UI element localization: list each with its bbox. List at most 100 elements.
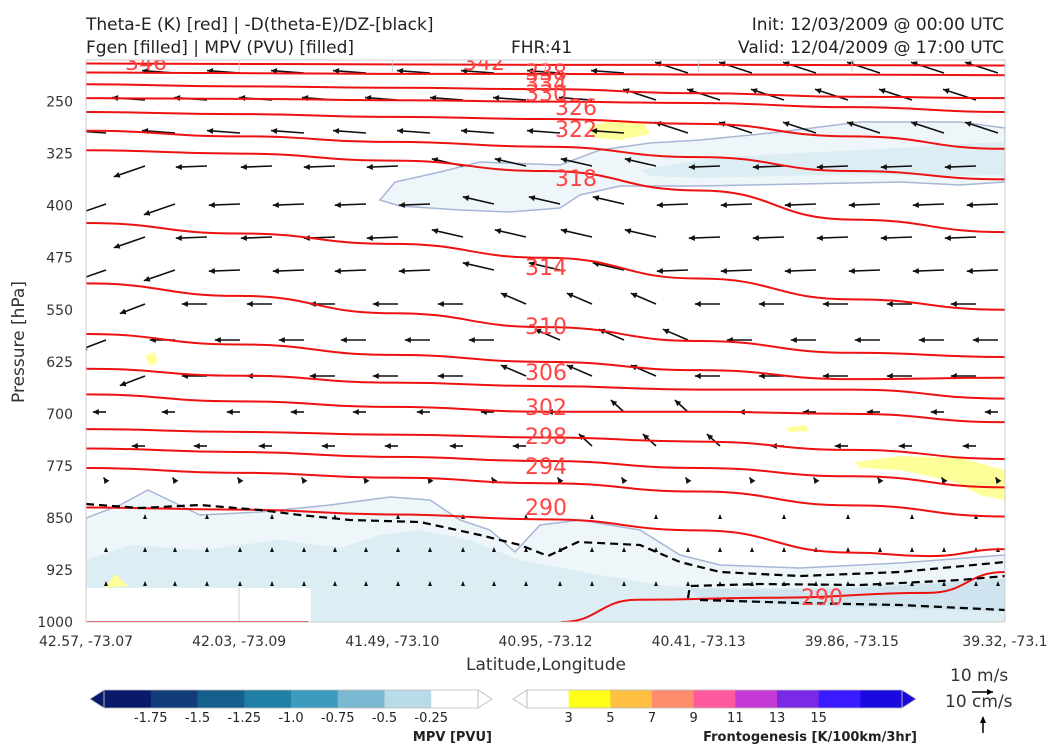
colorbar-swatch	[527, 690, 570, 708]
frontogenesis-colorbar: 3 5 7 9 11 13 15 Frontogenesis [K/100km/3hr]	[512, 689, 917, 745]
colorbar-tick-label: -1.75	[134, 711, 168, 726]
theta-e-contour-342	[86, 71, 1005, 77]
contour-label: 310	[525, 315, 567, 340]
valid-time-label: Valid: 12/04/2009 @ 17:00 UTC	[738, 38, 1004, 58]
colorbar-tick-label: -1.25	[227, 711, 261, 726]
y-tick-label: 250	[46, 95, 73, 111]
colorbar-swatch	[568, 690, 611, 708]
theta-e-contour-310	[86, 367, 1005, 400]
y-tick-label: 325	[46, 147, 73, 163]
chart-title-line-1: Theta-E (K) [red] | -D(theta-E)/DZ-[blac…	[86, 15, 434, 35]
x-axis-ticks: 42.57, -73.07 42.03, -73.09 41.49, -73.10 4…	[39, 60, 1048, 650]
theta-e-contour-302	[86, 428, 1005, 460]
colorbar-swatch	[610, 690, 653, 708]
contour-label: 290	[801, 586, 843, 611]
x-tick-label: 39.32, -73.1	[962, 634, 1047, 650]
dthetae-dz-contour-2	[686, 574, 1005, 599]
fgen-fill-small	[785, 425, 810, 432]
x-tick-label: 41.49, -73.10	[345, 634, 439, 650]
colorbar-title: MPV [PVU]	[413, 730, 492, 745]
x-tick-label: 40.41, -73.13	[652, 634, 746, 650]
colorbar-tick-label: -0.75	[321, 711, 355, 726]
colorbar-tick-label: 15	[810, 711, 827, 726]
colorbar-extend-high	[477, 689, 493, 709]
colorbar-extend-high	[901, 689, 917, 709]
colorbar-swatch	[150, 690, 198, 708]
colorbar-swatch	[244, 690, 292, 708]
colorbar-tick-label: -0.25	[414, 711, 448, 726]
fgen-fill-low-right	[855, 456, 1005, 500]
colorbar-tick-label: 9	[690, 711, 698, 726]
contour-label: 306	[525, 361, 567, 386]
contour-label: 330	[525, 82, 567, 107]
y-tick-label: 850	[46, 511, 73, 527]
colorbar-tick-label: -1.0	[278, 711, 303, 726]
contour-label: 318	[555, 167, 597, 192]
colorbar-swatch	[431, 690, 479, 708]
x-tick-label: 39.86, -73.15	[805, 634, 899, 650]
theta-e-contour-306	[86, 393, 1005, 424]
dthetae-dz-contour-3	[699, 598, 1005, 612]
y-tick-label: 400	[46, 199, 73, 215]
colorbar-swatch	[652, 690, 695, 708]
y-axis-ticks: 250 325 400 475 550 625 700 775 850 925 1000	[37, 95, 73, 631]
theta-e-contour-330	[86, 111, 1005, 150]
x-tick-label: 40.95, -73.12	[498, 634, 592, 650]
y-tick-label: 550	[46, 303, 73, 319]
colorbar-swatch	[197, 690, 245, 708]
theta-e-contour-318	[86, 222, 1005, 311]
contour-label: 322	[555, 118, 597, 143]
y-tick-label: 925	[46, 563, 73, 579]
colorbar-swatch	[337, 690, 385, 708]
theta-e-contour-334	[86, 97, 1005, 114]
missing-data-block	[86, 588, 311, 622]
init-time-label: Init: 12/03/2009 @ 00:00 UTC	[751, 15, 1004, 35]
chart-title-line-2: Fgen [filled] | MPV (PVU) [filled]	[86, 38, 355, 58]
colorbar-tick-label: 5	[606, 711, 614, 726]
theta-e-contour-290	[560, 571, 1005, 622]
colorbar-title: Frontogenesis [K/100km/3hr]	[703, 730, 917, 745]
fgen-fill-bottom-left	[105, 574, 128, 588]
fgen-fill-mid	[145, 352, 158, 366]
theta-e-contour-318	[86, 282, 1005, 358]
contour-label: 334	[525, 72, 567, 97]
y-tick-label: 475	[46, 251, 73, 267]
colorbar-swatch	[693, 690, 736, 708]
colorbar-swatch	[104, 690, 152, 708]
colorbar-tick-label: 7	[648, 711, 656, 726]
colorbar-tick-label: 13	[769, 711, 786, 726]
y-tick-label: 625	[46, 355, 73, 371]
wind-scale-vertical-label: 10 cm/s	[945, 692, 1013, 712]
contour-label: 290	[525, 496, 567, 521]
y-tick-label: 700	[46, 407, 73, 423]
contour-label: 342	[463, 51, 505, 76]
contour-label: 346	[125, 51, 167, 76]
theta-e-contour-322	[86, 149, 1005, 234]
colorbar-tick-label: -0.5	[372, 711, 397, 726]
theta-e-contour-314	[86, 333, 1005, 381]
contour-labels: 2902942983023063103143183223263303343383…	[125, 51, 843, 611]
y-tick-label: 775	[46, 459, 73, 475]
contour-label: 294	[525, 455, 567, 480]
contour-label: 302	[525, 396, 567, 421]
y-tick-label: 1000	[37, 615, 73, 631]
colorbar-swatch	[860, 690, 903, 708]
theta-e-contour-294	[86, 466, 1005, 518]
y-axis-label: Pressure [hPa]	[9, 281, 29, 403]
x-tick-label: 42.03, -73.09	[192, 634, 286, 650]
colorbar-tick-label: 11	[727, 711, 744, 726]
contour-label: 298	[525, 425, 567, 450]
mpv-fill-upper-core	[640, 142, 1005, 178]
colorbar-swatch	[291, 690, 339, 708]
fgen-fill-upper	[588, 120, 650, 140]
x-tick-label: 42.57, -73.07	[39, 634, 133, 650]
mpv-colorbar: -1.75 -1.5 -1.25 -1.0 -0.75 -0.5 -0.25 MPV [PVU…	[89, 689, 493, 745]
colorbar-tick-label: -1.5	[185, 711, 210, 726]
x-axis-label: Latitude,Longitude	[466, 655, 626, 675]
colorbar-tick-label: 3	[565, 711, 573, 726]
wind-scale-horizontal-label: 10 m/s	[950, 666, 1008, 686]
wind-scale-vertical-arrowhead	[980, 716, 986, 723]
contour-label: 314	[525, 256, 567, 281]
colorbar-extend-low	[512, 689, 528, 709]
